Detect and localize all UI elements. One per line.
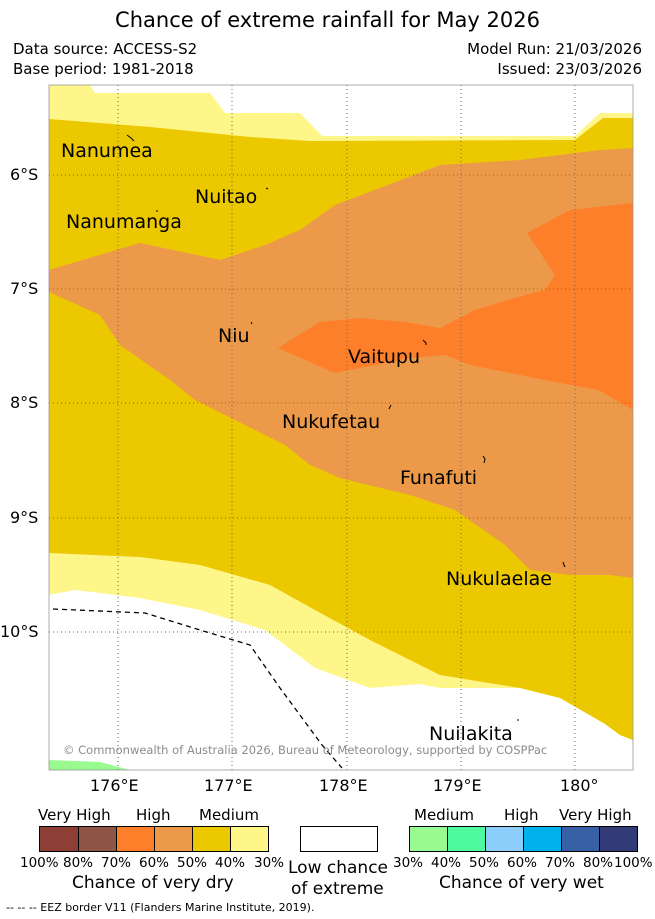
place-nanumanga: Nanumanga [66, 211, 182, 233]
zone-green-corner [49, 760, 130, 770]
wet-pct-30: 30% [393, 855, 424, 871]
wet-pct-70: 70% [545, 855, 576, 871]
issued-date: Issued: 23/03/2026 [497, 60, 642, 78]
legend-dry-caption: Chance of very dry [72, 873, 234, 893]
wet-swatch-40-50 [447, 826, 486, 852]
dry-pct-100: 100% [20, 855, 59, 871]
dry-swatch-50-60 [154, 826, 193, 852]
dry-swatch-40-50 [192, 826, 231, 852]
eez-border [52, 608, 343, 769]
legend-wet-high: High [504, 806, 539, 824]
lat-tick-9s: 9°S [10, 508, 39, 527]
legend-low-caption-1: Low chance [288, 858, 388, 878]
dry-pct-30: 30% [254, 855, 285, 871]
wet-swatch-80-100 [599, 826, 638, 852]
place-funafuti: Funafuti [400, 467, 478, 489]
place-nanumea: Nanumea [61, 140, 153, 162]
legend-wet-caption: Chance of very wet [439, 873, 604, 893]
legend-dry-high: High [136, 806, 171, 824]
legend-wet-medium: Medium [414, 806, 474, 824]
wet-pct-60: 60% [507, 855, 538, 871]
dry-swatch-60-70 [116, 826, 155, 852]
wet-pct-100: 100% [614, 855, 653, 871]
lat-tick-6s: 6°S [10, 165, 39, 184]
low-chance-swatch [300, 826, 378, 852]
legend-dry-medium: Medium [199, 806, 259, 824]
place-nuitao: Nuitao [195, 186, 258, 208]
lat-tick-8s: 8°S [10, 393, 39, 412]
place-vaitupu: Vaitupu [348, 346, 421, 368]
data-source: Data source: ACCESS-S2 [13, 40, 198, 58]
lat-tick-10s: 10°S [0, 622, 39, 641]
place-nukulaelae: Nukulaelae [446, 568, 552, 590]
island-marks [126, 134, 566, 721]
gridlines [49, 85, 633, 770]
legend-low-caption-2: of extreme [291, 879, 384, 899]
lat-tick-7s: 7°S [10, 279, 39, 298]
map-title: Chance of extreme rainfall for May 2026 [115, 8, 540, 32]
lon-tick-180: 180° [560, 776, 599, 795]
legend-wet-very-high: Very High [559, 806, 632, 824]
wet-swatch-30-40 [409, 826, 448, 852]
lon-tick-177e: 177°E [204, 776, 253, 795]
copyright-notice: © Commonwealth of Australia 2026, Bureau… [63, 743, 548, 757]
wet-pct-50: 50% [469, 855, 500, 871]
dry-swatch-30-40 [230, 826, 269, 852]
dry-pct-40: 40% [215, 855, 246, 871]
dry-swatch-70-80 [78, 826, 117, 852]
dry-pct-70: 70% [101, 855, 132, 871]
dry-pct-50: 50% [177, 855, 208, 871]
wet-swatch-60-70 [523, 826, 562, 852]
place-nuilakita: Nuilakita [429, 723, 513, 745]
wet-swatch-50-60 [485, 826, 524, 852]
wet-pct-80: 80% [583, 855, 614, 871]
zone-60-70 [278, 203, 633, 410]
place-niu: Niu [218, 325, 250, 347]
map-frame [48, 84, 634, 771]
dry-pct-60: 60% [139, 855, 170, 871]
lon-tick-178e: 178°E [319, 776, 368, 795]
base-period: Base period: 1981-2018 [13, 60, 194, 78]
place-nukufetau: Nukufetau [282, 411, 381, 433]
dry-swatch-80-100 [39, 826, 79, 852]
eez-footnote: -- -- -- EEZ border V11 (Flanders Marine… [6, 901, 315, 914]
lon-tick-179e: 179°E [433, 776, 482, 795]
lon-tick-176e: 176°E [90, 776, 139, 795]
legend-dry-very-high: Very High [38, 806, 111, 824]
wet-swatch-70-80 [561, 826, 600, 852]
model-run: Model Run: 21/03/2026 [467, 40, 642, 58]
wet-pct-40: 40% [431, 855, 462, 871]
dry-pct-80: 80% [63, 855, 94, 871]
